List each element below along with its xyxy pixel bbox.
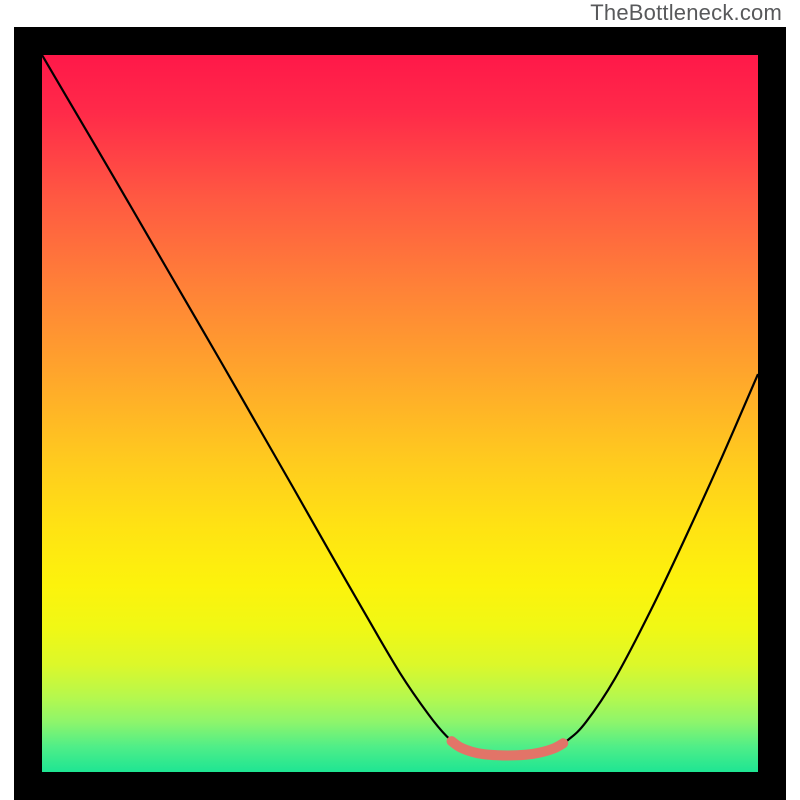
chart-container: TheBottleneck.com xyxy=(0,0,800,800)
attribution-text: TheBottleneck.com xyxy=(590,0,782,26)
gradient-background xyxy=(42,55,758,772)
plot-area xyxy=(42,55,758,772)
bottleneck-curve-chart xyxy=(42,55,758,772)
